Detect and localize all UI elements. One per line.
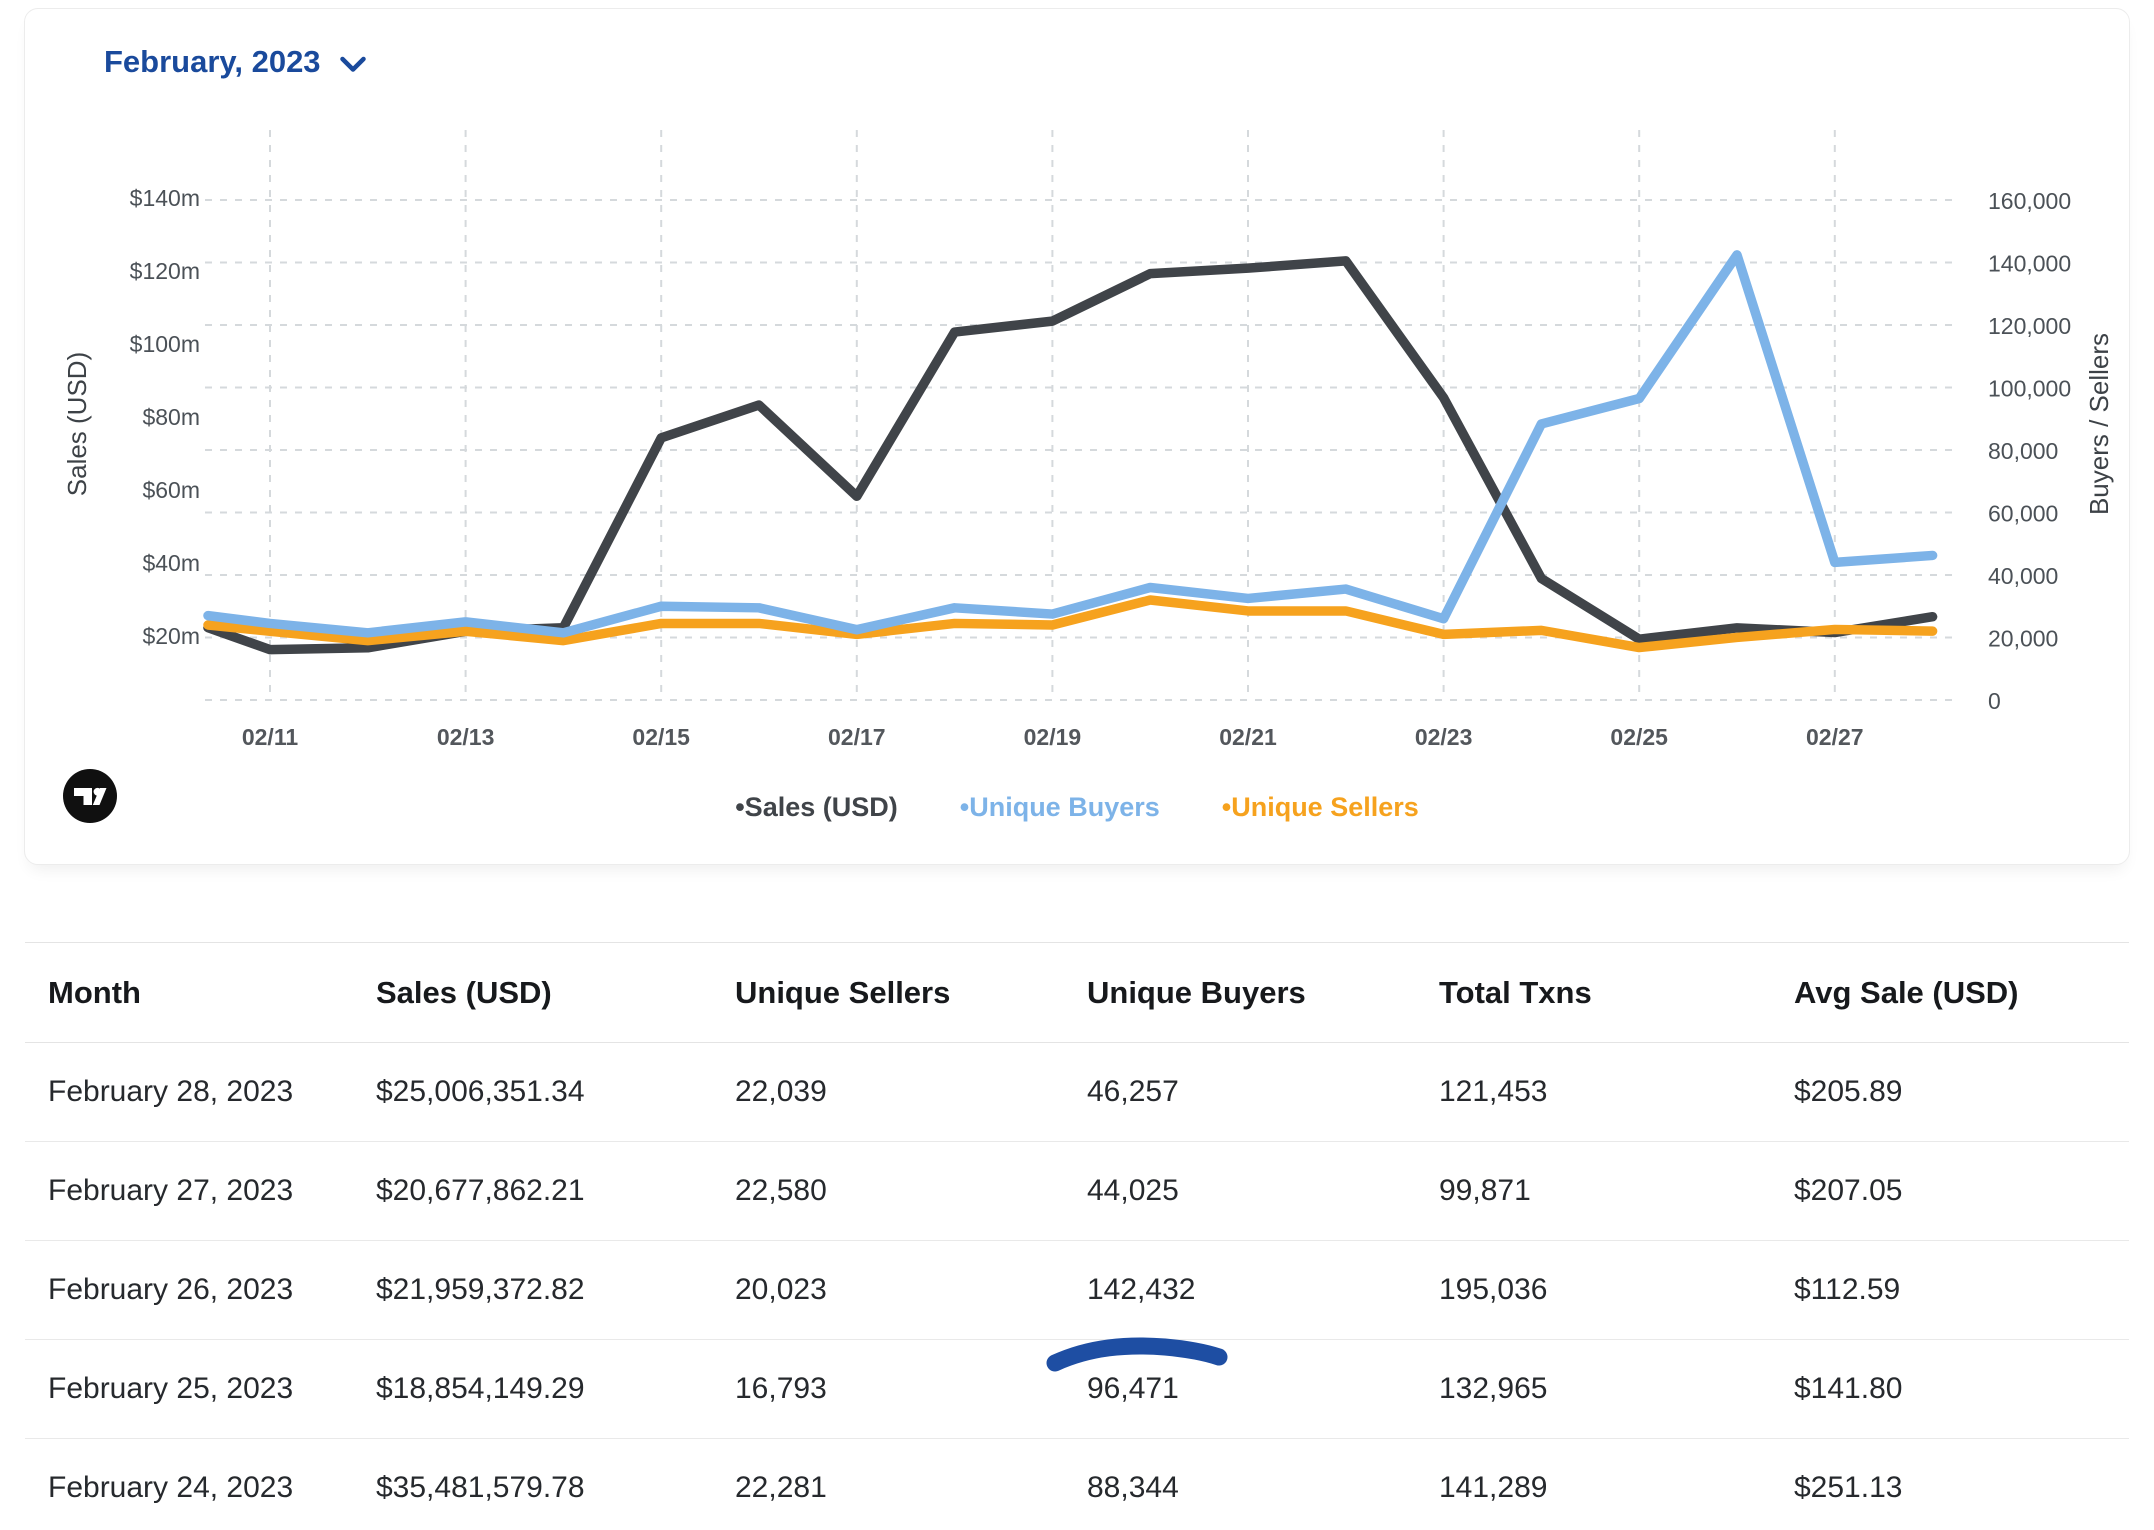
- table-cell: $251.13: [1794, 1471, 1903, 1504]
- table-cell: 96,471: [1087, 1372, 1179, 1405]
- table-cell: 20,023: [735, 1273, 827, 1306]
- table-cell: 22,281: [735, 1471, 827, 1504]
- table-cell: $25,006,351.34: [376, 1075, 585, 1108]
- column-header: Sales (USD): [376, 974, 552, 1010]
- table-cell: 16,793: [735, 1372, 827, 1405]
- table-cell: $112.59: [1794, 1273, 1901, 1306]
- selected-period-label: February, 2023: [104, 44, 321, 79]
- table-cell: $205.89: [1794, 1075, 1903, 1108]
- table-cell: February 28, 2023: [48, 1075, 294, 1108]
- table-row: February 28, 2023 $25,006,351.34 22,039 46,…: [25, 1043, 2129, 1142]
- table-cell: $18,854,149.29: [376, 1372, 585, 1405]
- hand-drawn-underline-annotation: [1046, 1337, 1228, 1372]
- legend-item-sales[interactable]: •Sales (USD): [735, 792, 898, 822]
- table-header-row: Month Sales (USD) Unique Sellers Unique Buy…: [25, 943, 2129, 1043]
- table-cell: $207.05: [1794, 1174, 1903, 1207]
- table-cell: 22,580: [735, 1174, 827, 1207]
- table-row: February 24, 2023 $35,481,579.78 22,281 88,…: [25, 1439, 2129, 1530]
- table-cell: 132,965: [1439, 1372, 1548, 1405]
- table-cell: February 25, 2023: [48, 1372, 294, 1405]
- daily-stats-table: Month Sales (USD) Unique Sellers Unique Buy…: [25, 942, 2129, 1530]
- table-cell: 88,344: [1087, 1471, 1179, 1504]
- table-cell: 99,871: [1439, 1174, 1531, 1207]
- month-selector[interactable]: February, 2023: [104, 44, 367, 80]
- legend-item-sellers[interactable]: •Unique Sellers: [1221, 792, 1419, 822]
- column-header: Unique Sellers: [735, 974, 951, 1010]
- tradingview-logo-icon: [62, 768, 118, 824]
- column-header: Unique Buyers: [1087, 974, 1306, 1010]
- table-cell: 44,025: [1087, 1174, 1179, 1207]
- chevron-down-icon: [339, 56, 366, 72]
- table-row: February 26, 2023 $21,959,372.82 20,023 142…: [25, 1241, 2129, 1372]
- table-cell: $35,481,579.78: [376, 1471, 585, 1504]
- table-cell: $141.80: [1794, 1372, 1903, 1405]
- table-cell: 141,289: [1439, 1471, 1548, 1504]
- column-header: Avg Sale (USD): [1794, 974, 2019, 1010]
- table-cell: $21,959,372.82: [376, 1273, 585, 1306]
- table-body: February 28, 2023 $25,006,351.34 22,039 46,…: [25, 1043, 2129, 1530]
- table-row: February 25, 2023 $18,854,149.29 16,793 96,…: [25, 1340, 2129, 1439]
- table-cell: 142,432: [1046, 1273, 1439, 1372]
- table-cell: 121,453: [1439, 1075, 1548, 1108]
- table-cell: 46,257: [1087, 1075, 1179, 1108]
- table-cell: 195,036: [1439, 1273, 1548, 1306]
- chart-legend: •Sales (USD) •Unique Buyers •Unique Seller…: [0, 792, 2154, 823]
- column-header: Total Txns: [1439, 974, 1592, 1010]
- chart-card: [24, 8, 2130, 865]
- legend-item-buyers[interactable]: •Unique Buyers: [959, 792, 1160, 822]
- table-cell: February 24, 2023: [48, 1471, 294, 1504]
- table-cell: February 27, 2023: [48, 1174, 294, 1207]
- table-cell: 22,039: [735, 1075, 827, 1108]
- table-row: February 27, 2023 $20,677,862.21 22,580 44,…: [25, 1142, 2129, 1241]
- column-header: Month: [48, 974, 141, 1010]
- table-cell: $20,677,862.21: [376, 1174, 585, 1207]
- table-cell: February 26, 2023: [48, 1273, 294, 1306]
